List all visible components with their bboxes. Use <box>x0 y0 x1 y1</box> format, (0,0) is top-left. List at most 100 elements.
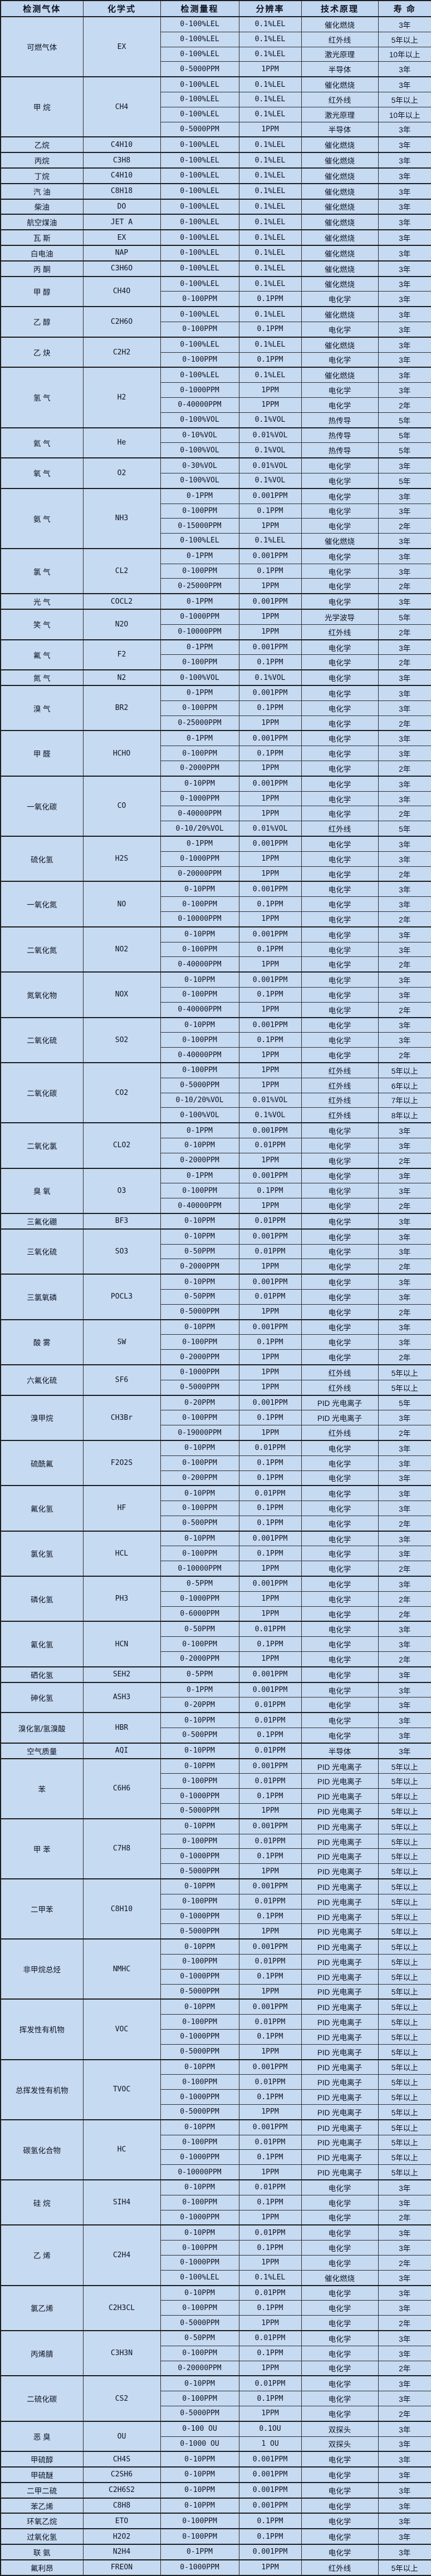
table-row: 溴甲烷 CH3Br 0-20PPM 0.001PPM PID 光电离子 5年 <box>0 1394 431 1441</box>
principle-cell: PID 光电离子 <box>301 1878 379 1894</box>
life-cell: 3年 <box>378 1439 431 1456</box>
table-row: 甲 苯 C7H8 0-10PPM 0.001PPM PID 光电离子 5年以上 <box>0 1818 431 1879</box>
formula-cell: CH4S <box>82 2451 161 2468</box>
resolution-cell: 0.001PPM <box>238 1016 302 1033</box>
resolution-cell: 1PPM <box>238 1047 302 1063</box>
range-cell: 0-10PPM <box>160 1938 239 1955</box>
range-cell: 0-100%VOL <box>160 412 239 428</box>
table-row: 过氧化氢 H2O2 0-100PPM 0.1PPM 电化学 3年 <box>0 2528 431 2545</box>
table-row: 0-100PPM 0.01PPM PID 光电离子 5年以上 <box>1 2074 431 2090</box>
formula-cell: VOC <box>82 1998 161 2060</box>
range-cell: 0-100PPM <box>160 291 239 307</box>
range-cell: 0-100PPM <box>160 1334 239 1350</box>
principle-cell: 电化学 <box>301 791 379 807</box>
principle-cell: 电化学 <box>301 2345 379 2361</box>
resolution-cell: 0.001PPM <box>238 685 302 701</box>
gas-name-cell: 臭 氧 <box>0 1167 84 1214</box>
principle-cell: 电化学 <box>301 2391 379 2406</box>
principle-cell: 电化学 <box>301 1228 379 1245</box>
table-row: 0-40000PPM 1PPM 电化学 2年 <box>1 1047 431 1063</box>
life-cell: 3年 <box>378 775 431 792</box>
life-cell: 3年 <box>378 167 431 184</box>
table-row: 0-1000PPM 1PPM 电化学 3年 <box>1 382 431 398</box>
table-row: 臭 氧 O3 0-1PPM 0.001PPM 电化学 3年 <box>0 1167 431 1214</box>
range-cell: 0-100PPM <box>160 563 239 579</box>
principle-cell: 电化学 <box>301 2375 379 2392</box>
range-cell: 0-1PPM <box>160 1681 239 1698</box>
life-cell: 3年 <box>378 2466 431 2483</box>
life-cell: 5年 <box>378 412 431 428</box>
resolution-cell: 0.001PPM <box>238 2544 302 2560</box>
gas-name-cell: 乙 烯 <box>0 2224 84 2286</box>
principle-cell: 电化学 <box>301 971 379 988</box>
table-row: 溴 气 BR2 0-1PPM 0.001PPM 电化学 3年 <box>0 685 431 731</box>
resolution-cell: 0.1%LEL <box>238 336 302 353</box>
principle-cell: PID 光电离子 <box>301 2074 379 2090</box>
range-cell: 0-1000 OU <box>160 2436 239 2452</box>
life-cell: 2年 <box>378 518 431 534</box>
resolution-cell: 1PPM <box>238 1983 302 2000</box>
principle-cell: 电化学 <box>301 1259 379 1275</box>
range-cell: 0-100PPM <box>160 321 239 338</box>
principle-cell: 电化学 <box>301 1001 379 1018</box>
principle-cell: 电化学 <box>301 1047 379 1063</box>
range-cell: 0-10/20%VOL <box>160 1092 239 1108</box>
range-cell: 0-10PPM <box>160 1878 239 1894</box>
range-cell: 0-5000PPM <box>160 61 239 77</box>
table-row: 0-1000PPM 1PPM 电化学 3年 <box>1 851 431 867</box>
table-row: 0-50PPM 0.01PPM 电化学 3年 <box>1 1289 431 1305</box>
life-cell: 3年 <box>378 214 431 230</box>
principle-cell: PID 光电离子 <box>301 1998 379 2015</box>
principle-cell: 电化学 <box>301 1289 379 1305</box>
principle-cell: 半导体 <box>301 121 379 137</box>
resolution-cell: 0.01%VOL <box>238 1092 302 1108</box>
principle-cell: PID 光电离子 <box>301 2104 379 2120</box>
resolution-cell: 0.1%LEL <box>238 198 302 215</box>
gas-name-cell: 氟化氢 <box>0 1485 84 1532</box>
resolution-cell: 0.01%VOL <box>238 821 302 837</box>
life-cell: 5年以上 <box>378 2059 431 2075</box>
life-cell: 3年 <box>378 291 431 307</box>
life-cell: 3年 <box>378 229 431 246</box>
principle-cell: 电化学 <box>301 851 379 867</box>
formula-cell: HCN <box>82 1621 161 1667</box>
formula-cell: C8H18 <box>82 182 161 200</box>
range-cell: 0-5PPM <box>160 1576 239 1592</box>
principle-cell: 电化学 <box>301 291 379 307</box>
range-cell: 0-100%LEL <box>160 275 239 292</box>
table-row: 溴化氢/氢溴酸 HBR 0-10PPM 0.01PPM 电化学 3年 <box>0 1712 431 1744</box>
gas-name-cell: 瓦 斯 <box>0 229 84 246</box>
range-cell: 0-10PPM <box>160 926 239 942</box>
principle-cell: 催化燃烧 <box>301 275 379 292</box>
table-row: 0-100PPM 0.1PPM 电化学 3年 <box>1 2194 431 2210</box>
table-row: 硫化氢 H2S 0-1PPM 0.001PPM 电化学 3年 <box>0 836 431 882</box>
formula-cell: O2 <box>82 457 161 489</box>
table-row: 0-10/20%VOL 0.01%VOL 红外线 5年 <box>1 821 431 837</box>
life-cell: 3年 <box>378 685 431 701</box>
range-cell: 0-100%LEL <box>160 136 239 153</box>
resolution-cell: 0.1PPM <box>238 1728 302 1744</box>
range-cell: 0-10PPM <box>160 775 239 792</box>
table-row: 0-20PPM 0.01PPM 电化学 3年 <box>1 1697 431 1713</box>
range-cell: 0-500PPM <box>160 1515 239 1532</box>
resolution-cell: 0.01%VOL <box>238 457 302 473</box>
life-cell: 2年 <box>378 806 431 822</box>
principle-cell: 热传导 <box>301 427 379 443</box>
life-cell: 5年以上 <box>378 2559 431 2576</box>
life-cell: 3年 <box>378 1621 431 1637</box>
range-cell: 0-6000PPM <box>160 1606 239 1622</box>
life-cell: 3年 <box>378 2194 431 2210</box>
table-row: 0-100%VOL 0.1%VOL 热传导 5年 <box>1 412 431 428</box>
principle-cell: 电化学 <box>301 896 379 912</box>
life-cell: 3年 <box>378 2330 431 2346</box>
resolution-cell: 0.1PPM <box>238 700 302 716</box>
table-row: 0-500PPM 0.1PPM 电化学 3年 <box>1 1728 431 1744</box>
life-cell: 2年 <box>378 1515 431 1532</box>
table-row: 0-100PPM 0.1PPM 电化学 3年 <box>1 1546 431 1562</box>
formula-cell: SW <box>82 1319 161 1365</box>
principle-cell: 电化学 <box>301 2240 379 2256</box>
resolution-cell: 0.1PPM <box>238 2345 302 2361</box>
principle-cell: 电化学 <box>301 457 379 473</box>
life-cell: 5年 <box>378 427 431 443</box>
